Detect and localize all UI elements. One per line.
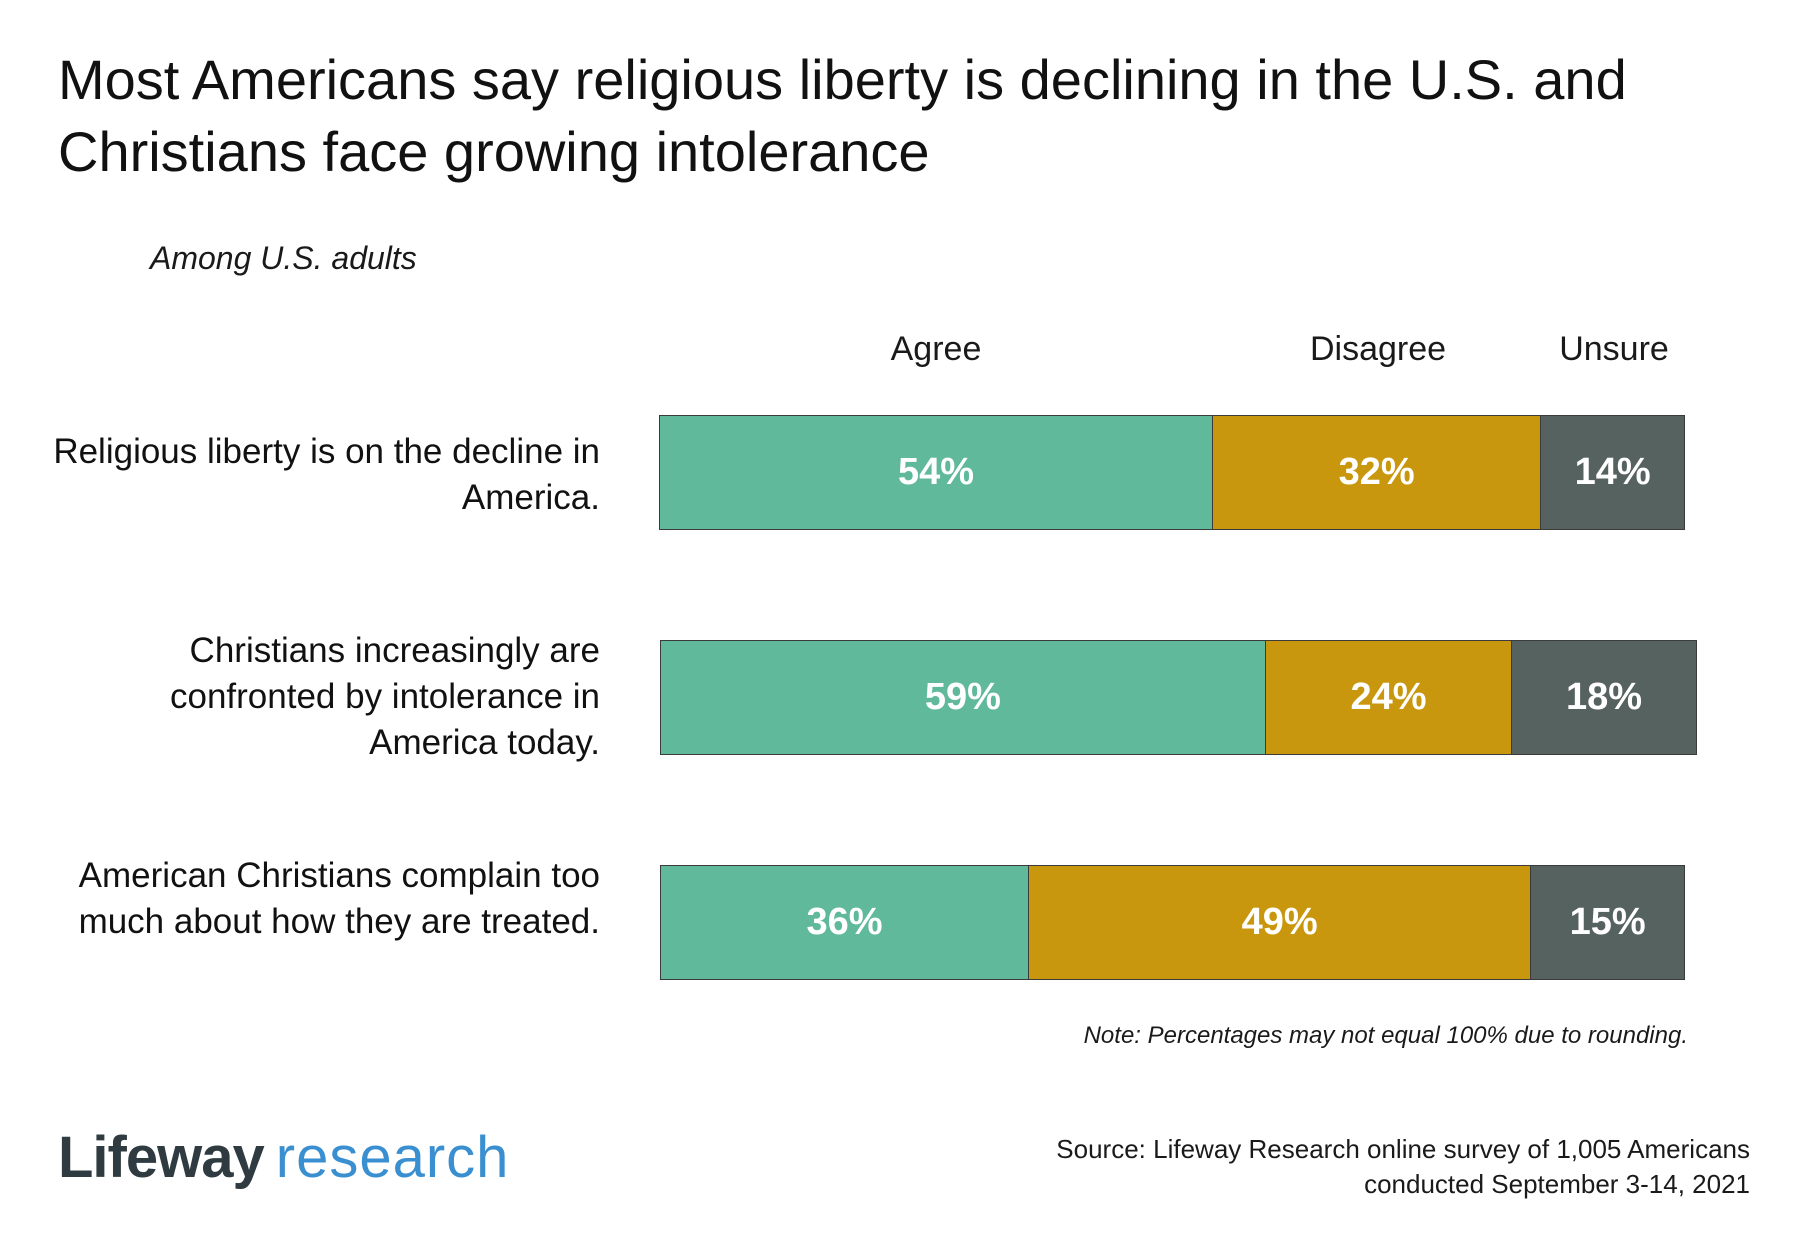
bar-segment-agree-2: 59% (660, 640, 1266, 755)
bar-row-3: 36% 49% 15% (660, 865, 1685, 980)
legend-agree: Agree (890, 330, 982, 368)
bar-row-1: 54% 32% 14% (659, 415, 1685, 530)
chart-subtitle: Among U.S. adults (150, 240, 417, 276)
data-label-unsure-1: 14% (1574, 451, 1651, 493)
brand-logo: Lifeway research (58, 1124, 509, 1191)
bar-segment-disagree-3: 49% (1029, 865, 1532, 980)
data-label-agree-1: 54% (897, 451, 975, 493)
source-line-2: conducted September 3-14, 2021 (1364, 1169, 1750, 1199)
logo-wordmark-research: research (275, 1125, 510, 1190)
source-line-1: Source: Lifeway Research online survey o… (1056, 1134, 1750, 1164)
data-label-agree-3: 36% (806, 901, 883, 943)
category-label-1: Religious liberty is on the decline in A… (53, 432, 600, 517)
data-label-disagree-1: 32% (1338, 451, 1415, 493)
bar-segment-disagree-1: 32% (1213, 415, 1542, 530)
data-label-agree-2: 59% (924, 676, 1001, 718)
source-note: Source: Lifeway Research online survey o… (1056, 1132, 1750, 1202)
bar-segment-disagree-2: 24% (1265, 640, 1513, 755)
data-label-disagree-3: 49% (1241, 901, 1318, 943)
category-label-2: Christians increasingly are confronted b… (170, 631, 600, 762)
bar-segment-agree-1: 54% (659, 415, 1214, 530)
data-label-unsure-3: 15% (1569, 901, 1646, 943)
bar-row-2: 59% 24% 18% (660, 640, 1697, 755)
category-label-3: American Christians complain too much ab… (78, 856, 600, 941)
chart-title: Most Americans say religious liberty is … (58, 48, 1627, 183)
logo-wordmark-lifeway: Lifeway (58, 1125, 265, 1190)
data-label-unsure-2: 18% (1566, 676, 1643, 718)
bar-segment-unsure-3: 15% (1531, 865, 1685, 980)
legend-unsure: Unsure (1559, 330, 1669, 368)
data-label-disagree-2: 24% (1350, 676, 1427, 718)
bar-segment-unsure-1: 14% (1541, 415, 1685, 530)
bar-segment-unsure-2: 18% (1512, 640, 1697, 755)
legend-disagree: Disagree (1309, 330, 1447, 368)
footnote: Note: Percentages may not equal 100% due… (1083, 1022, 1688, 1049)
bar-segment-agree-3: 36% (660, 865, 1029, 980)
